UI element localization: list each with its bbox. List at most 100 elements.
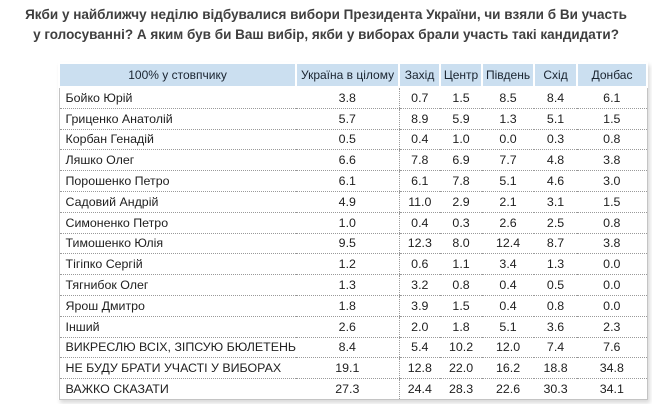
cell-value: 1.3	[296, 274, 400, 296]
cell-value: 5.1	[482, 316, 535, 338]
cell-value: 1.5	[440, 295, 483, 317]
cell-value: 12.0	[482, 337, 535, 359]
cell-value: 0.0	[577, 295, 648, 317]
cell-value: 18.8	[534, 357, 578, 380]
cell-value: 9.5	[296, 233, 400, 255]
cell-value: 1.0	[296, 212, 400, 234]
cell-value: 6.1	[577, 87, 648, 109]
cell-value: 0.8	[534, 295, 578, 317]
cell-value: 5.1	[482, 170, 535, 192]
table-row: Корбан Генадій 0.5 0.4 1.0 0.0 0.3 0.8	[59, 129, 648, 151]
cell-value: 0.4	[398, 212, 441, 234]
row-label: Корбан Генадій	[59, 129, 297, 151]
cell-value: 34.1	[599, 382, 624, 397]
cell-value: 1.2	[296, 253, 400, 276]
cell-value: 8.4	[534, 87, 578, 109]
cell-value: 7.8	[440, 170, 483, 192]
cell-value: 19.1	[296, 357, 400, 380]
table-row: НЕ БУДУ БРАТИ УЧАСТІ У ВИБОРАХ 19.1 12.8 22…	[59, 357, 648, 380]
cell-value: 34.8	[577, 357, 648, 380]
cell-value: 0.5	[296, 129, 400, 151]
cell-value: 5.7	[296, 108, 400, 130]
cell-value: 0.4	[482, 274, 535, 296]
cell-value: 10.2	[440, 337, 483, 359]
cell-value: 28.3	[448, 382, 474, 397]
table-row: Садовий Андрій 4.9 11.0 2.9 2.1 3.1 1.5	[59, 191, 648, 213]
cell-value: 7.6	[577, 337, 648, 359]
column-header: Центр	[439, 62, 483, 88]
cell-value: 8.9	[398, 108, 441, 130]
cell-value: 0.3	[534, 129, 578, 151]
cell-value: 2.5	[534, 212, 578, 234]
poll-results-table: 100% у стовпчику Україна в цілому Захід Це…	[57, 62, 649, 400]
table-row: Порошенко Петро 6.1 6.1 7.8 5.1 4.6 3.0	[59, 170, 648, 192]
table-row: Ляшко Олег 6.6 7.8 6.9 7.7 4.8 3.8	[59, 149, 648, 172]
cell-value: 7.4	[534, 337, 578, 359]
cell-value: 2.6	[296, 316, 400, 338]
table-row: Ярош Дмитро 1.8 3.9 1.5 0.4 0.8 0.0	[59, 295, 648, 317]
cell-value: 8.0	[440, 233, 483, 255]
row-label: Гриценко Анатолій	[59, 108, 297, 130]
table-body: Бойко Юрій 3.8 0.7 1.5 8.5 8.4 6.1 Гриценко Ана…	[59, 87, 648, 400]
table-row: Симоненко Петро 1.0 0.4 0.3 2.6 2.5 0.8	[59, 212, 648, 234]
column-header: Захід	[398, 62, 441, 88]
cell-value: 8.7	[534, 233, 578, 255]
cell-value: 1.0	[440, 129, 483, 151]
cell-value: 1.5	[440, 87, 483, 109]
column-header: Україна в цілому	[295, 62, 400, 88]
cell-value: 2.6	[482, 212, 535, 234]
cell-value: 0.8	[440, 274, 483, 296]
cell-value: 6.1	[296, 170, 400, 192]
column-header: Донбас	[576, 62, 649, 88]
cell-value: 2.3	[577, 316, 648, 338]
row-label: Бойко Юрій	[59, 87, 297, 109]
cell-value: 8.5	[482, 87, 535, 109]
cell-value: 0.0	[482, 129, 535, 151]
cell-value: 0.8	[577, 129, 648, 151]
cell-value: 16.2	[482, 357, 535, 380]
page-title: Якби у найближчу неділю відбувалися вибо…	[25, 7, 627, 42]
cell-value: 0.6	[398, 253, 441, 276]
cell-value: 3.6	[534, 316, 578, 338]
cell-value: 2.1	[482, 191, 535, 213]
table-row: ВАЖКО СКАЗАТИ 27.3 24.4 28.3 22.6 30.3 34.1	[59, 378, 647, 400]
row-label: Інший	[59, 316, 297, 338]
cell-value: 0.4	[398, 129, 441, 151]
cell-value: 2.0	[398, 316, 441, 338]
cell-value: 3.8	[296, 87, 400, 109]
cell-value: 12.3	[398, 233, 441, 255]
cell-value: 22.0	[440, 357, 483, 380]
cell-value: 30.3	[543, 382, 568, 397]
cell-value: 22.6	[495, 382, 521, 397]
cell-value: 3.2	[398, 274, 441, 296]
cell-value: 5.9	[440, 108, 483, 130]
cell-value: 2.9	[440, 191, 483, 213]
cell-value: 7.8	[398, 149, 441, 172]
cell-value: 6.6	[296, 149, 400, 172]
table-row: Інший 2.6 2.0 1.8 5.1 3.6 2.3	[59, 316, 648, 338]
cell-value: 0.0	[577, 253, 648, 276]
table-row: Гриценко Анатолій 5.7 8.9 5.9 1.3 5.1 1.5	[59, 108, 648, 130]
cell-value: 1.8	[296, 295, 400, 317]
cell-value: 1.3	[534, 253, 578, 276]
table-row: Бойко Юрій 3.8 0.7 1.5 8.5 8.4 6.1	[59, 87, 648, 109]
column-header: Південь	[481, 62, 535, 88]
cell-value: 0.0	[577, 274, 648, 296]
table-header-row: 100% у стовпчику Україна в цілому Захід Це…	[57, 62, 649, 88]
cell-value: 0.5	[534, 274, 578, 296]
cell-value: 4.9	[296, 191, 400, 213]
row-label: Ярош Дмитро	[59, 295, 297, 317]
cell-value: 4.8	[534, 149, 578, 172]
cell-value: 6.9	[440, 149, 483, 172]
row-label: Симоненко Петро	[59, 212, 297, 234]
cell-value: 3.0	[577, 170, 648, 192]
cell-value: 3.8	[577, 233, 648, 255]
row-label: ВАЖКО СКАЗАТИ	[65, 382, 169, 397]
cell-value: 1.1	[440, 253, 483, 276]
cell-value: 1.3	[482, 108, 535, 130]
cell-value: 24.4	[398, 378, 441, 400]
row-label: Тігіпко Сергій	[59, 253, 297, 276]
cell-value: 0.4	[482, 295, 535, 317]
cell-value: 12.4	[482, 233, 535, 255]
row-label: Тягнибок Олег	[59, 274, 297, 296]
